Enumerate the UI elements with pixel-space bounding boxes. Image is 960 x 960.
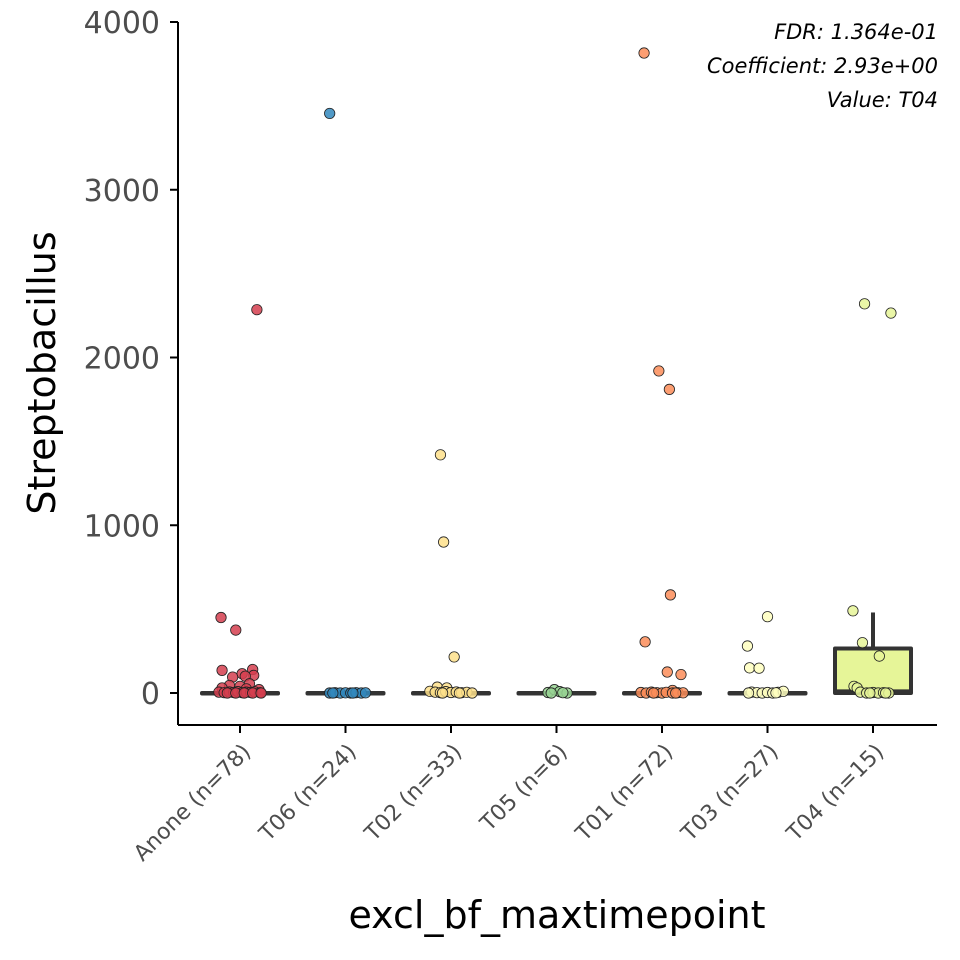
y-tick-label: 3000: [84, 174, 160, 209]
box-group: [200, 304, 280, 699]
data-point: [885, 307, 897, 319]
data-point: [638, 47, 650, 59]
data-point: [453, 687, 466, 699]
y-tick-label: 2000: [84, 342, 160, 377]
data-point: [675, 668, 687, 681]
data-point: [741, 640, 754, 652]
data-point: [438, 536, 450, 548]
x-tick-label: T03 (n=27): [676, 740, 783, 847]
annotation-value: Value: T04: [827, 88, 938, 112]
data-point: [545, 687, 557, 699]
annotations: FDR: 1.364e-01 Coefficient: 2.93e+00 Val…: [707, 20, 938, 112]
annotation-fdr: FDR: 1.364e-01: [774, 20, 938, 44]
data-point: [647, 687, 660, 699]
data-point: [753, 662, 765, 674]
data-point: [864, 687, 876, 699]
box-group: [305, 107, 386, 699]
x-tick-label: T05 (n=6): [475, 740, 573, 838]
data-point: [448, 651, 460, 663]
x-axis-title: excl_bf_maxtimepoint: [348, 893, 765, 937]
x-tick-label: T06 (n=24): [254, 740, 361, 847]
annotation-coefficient: Coefficient: 2.93e+00: [707, 54, 938, 78]
y-tick-label: 0: [141, 677, 160, 712]
data-point: [347, 687, 359, 699]
y-ticks: 0 1000 2000 3000 4000: [84, 6, 178, 712]
box-group: [411, 449, 491, 699]
y-tick-label: 4000: [84, 6, 160, 41]
data-point: [880, 687, 892, 699]
x-tick-label: T02 (n=33): [360, 740, 467, 847]
y-axis-title: Streptobacillus: [20, 231, 64, 514]
data-point: [670, 687, 682, 699]
data-point: [251, 304, 263, 316]
x-tick-label: Anone (n=78): [129, 740, 256, 867]
x-tick-label: T01 (n=72): [571, 740, 678, 847]
data-point: [663, 383, 675, 395]
data-point: [743, 662, 756, 674]
box-group: [622, 47, 702, 699]
axes: [177, 22, 937, 726]
data-point: [761, 611, 774, 623]
x-ticks: Anone (n=78)T06 (n=24)T02 (n=33) T05 (n=6…: [129, 725, 889, 866]
data-point: [436, 687, 449, 699]
data-point: [653, 365, 665, 377]
data-point: [359, 687, 372, 699]
data-point: [664, 589, 677, 601]
data-point: [873, 650, 885, 662]
data-point: [661, 666, 673, 678]
data-point: [856, 637, 869, 649]
x-tick-label: T04 (n=15): [782, 740, 889, 847]
data-point: [324, 107, 336, 120]
data-point: [215, 611, 227, 624]
data-point: [557, 687, 569, 699]
data-point: [255, 687, 267, 699]
data-point: [327, 687, 339, 699]
y-tick-label: 1000: [84, 509, 160, 544]
plot-area: [200, 47, 913, 699]
data-point: [216, 664, 228, 676]
data-point: [639, 636, 651, 648]
data-point: [742, 687, 755, 699]
data-point: [770, 687, 782, 699]
data-point: [434, 449, 447, 461]
box: [833, 646, 913, 696]
data-point: [847, 605, 859, 617]
box-group: [516, 684, 597, 699]
data-point: [858, 298, 871, 310]
data-point: [230, 624, 242, 636]
box-group: [833, 298, 913, 699]
data-point: [466, 687, 478, 699]
box-group: [727, 611, 808, 699]
